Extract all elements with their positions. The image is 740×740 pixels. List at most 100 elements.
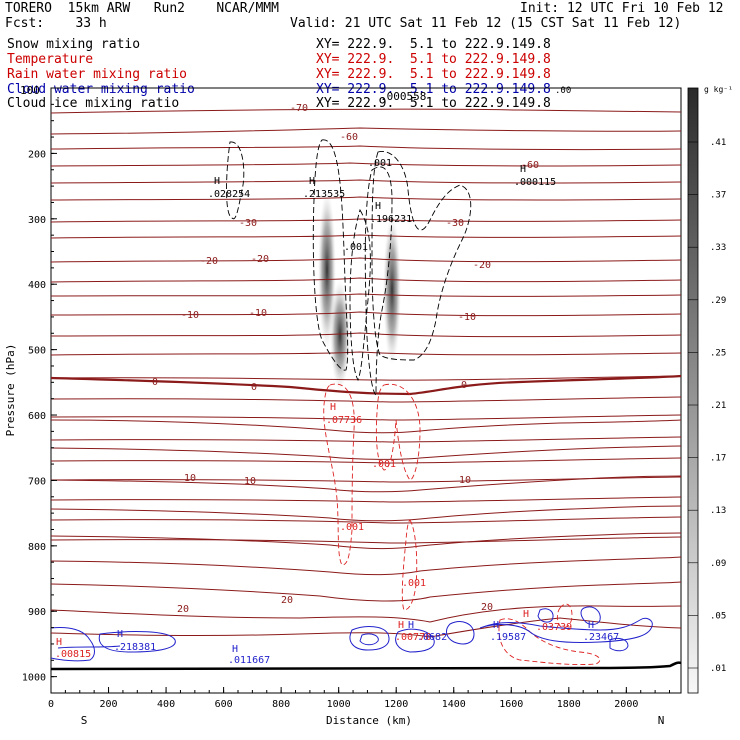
isotherm: [50, 419, 682, 434]
x-tick-label: 600: [215, 699, 233, 710]
y-tick-label: 500: [28, 346, 46, 357]
isotherm: [50, 311, 682, 317]
temperature-labels: -70 -60 -60 -30 -30 -20 -20 -20 -10 -10 …: [152, 103, 539, 615]
snow-max-value: .213535: [303, 189, 345, 200]
model-title: TORERO 15km ARW Run2 NCAR/MMM: [5, 1, 279, 16]
colorbar-tick-label: .29: [710, 296, 726, 306]
temp-label: -10: [249, 308, 267, 319]
ice-contour: [226, 141, 245, 220]
temp-label: 0: [152, 377, 158, 388]
cw-max-h: H: [56, 637, 62, 648]
temp-label: -30: [446, 218, 464, 229]
snow-max-value: .000115: [514, 177, 556, 188]
colorbar: [687, 87, 699, 694]
y-tick-label: 800: [28, 542, 46, 553]
colorbar-tick-label: .33: [710, 243, 726, 253]
temp-label: -70: [290, 103, 308, 114]
colorbar-tick-label: .21: [710, 401, 726, 411]
terrain-line: [50, 661, 682, 671]
isotherm: [50, 436, 682, 443]
temp-label: -30: [239, 218, 257, 229]
colorbar-tick-label: .41: [710, 138, 726, 148]
isotherm: [50, 581, 682, 602]
y-tick-label: 600: [28, 411, 46, 422]
y-tick-label: 400: [28, 280, 46, 291]
isotherm: [50, 293, 682, 297]
field-temperature-name: Temperature: [7, 52, 94, 67]
snow-max-value: .028254: [208, 189, 250, 200]
snow-shading: [318, 190, 401, 390]
ice-contour: [371, 151, 472, 361]
colorbar-tick-label: .13: [710, 506, 726, 516]
y-tick-label: 200: [28, 149, 46, 160]
colorbar-tick-label: .25: [710, 348, 726, 358]
rain-contour: [375, 383, 421, 481]
rain-contour: [498, 618, 601, 665]
colorbar-tick-label: .05: [710, 611, 726, 621]
isotherm: [50, 496, 682, 503]
cw-max-h: H: [588, 620, 594, 631]
temp-label: 20: [481, 602, 493, 613]
snow-max-h: H: [214, 176, 220, 187]
cw-max-h: H: [232, 644, 238, 655]
isotherm: [50, 617, 682, 638]
rain-maxima: H .07736 H .00776 H .03739 .001 .001 .00…: [326, 402, 572, 643]
x-tick-label: 1400: [442, 699, 466, 710]
cw-max-value: .23467: [583, 632, 619, 643]
cloudwater-maxima: H .00815 H .218381 H .011667 H .0682 H .…: [55, 620, 619, 666]
snow-column-3: [383, 215, 401, 365]
field-rain-name: Rain water mixing ratio: [7, 67, 188, 82]
colorbar-tick-label: .09: [710, 559, 726, 569]
x-tick-label: 1200: [384, 699, 408, 710]
colorbar-tick-label: .17: [710, 454, 726, 464]
temp-label: -10: [458, 312, 476, 323]
colorbar-tick-label: .01: [710, 664, 726, 674]
cloudwater-contours: [50, 606, 653, 662]
cw-max-h: H: [493, 620, 499, 631]
y-axis: 200 300 400 500 600 700 800 900 1000: [22, 103, 57, 694]
cloudwater-contour: [395, 628, 435, 653]
cloudwater-contour: [479, 617, 653, 643]
forecast-hour: Fcst: 33 h: [5, 16, 107, 31]
init-time: Init: 12 UTC Fri 10 Feb 12: [520, 1, 724, 16]
x-axis-label: Distance (km): [326, 714, 412, 727]
temp-label: 20: [281, 595, 293, 606]
cloudwater-contour: [609, 637, 629, 652]
temp-label: 10: [244, 476, 256, 487]
isotherm: [50, 475, 682, 493]
field-rain-xy: XY= 222.9. 5.1 to 222.9.149.8: [316, 67, 551, 82]
x-tick-label: 800: [272, 699, 290, 710]
cw-max-h: H: [408, 620, 414, 631]
cloudwater-contour: [50, 627, 95, 662]
ice-contour: [312, 139, 349, 371]
y-tick-label: 700: [28, 476, 46, 487]
field-cloudwater-xy: XY= 222.9. 5.1 to 222.9.149.8: [316, 82, 551, 97]
isotherm: [50, 532, 682, 549]
temp-label: 0: [251, 382, 257, 393]
rain-max-h: H: [330, 402, 336, 413]
x-tick-label: 1800: [557, 699, 581, 710]
colorbar-tick-label: .37: [710, 191, 726, 201]
y-axis-label: Pressure (hPa): [4, 344, 17, 437]
isotherm: [50, 516, 682, 524]
cw-max-value: .218381: [114, 642, 156, 653]
cloudwater-contour: [359, 633, 379, 646]
isotherm: [50, 536, 682, 544]
colorbar-unit: g kg⁻¹: [704, 85, 733, 94]
isotherm: [50, 179, 682, 184]
field-snow-name: Snow mixing ratio: [7, 37, 141, 52]
x-tick-label: 2000: [614, 699, 638, 710]
y-tick-label: 300: [28, 215, 46, 226]
cloudwater-contour: [349, 626, 390, 651]
isotherm: [50, 145, 682, 151]
snow-max-h: H: [520, 164, 526, 175]
snow-maxima: H .028254 H .213535 H .196231 H .000115 …: [208, 158, 556, 253]
snow-max-value: .196231: [370, 214, 412, 225]
isotherm: [50, 445, 682, 460]
cw-max-h: H: [117, 629, 123, 640]
snow-max-h: H: [375, 201, 381, 212]
temp-label: -60: [521, 160, 539, 171]
isotherm: [50, 108, 682, 114]
isotherm: [50, 556, 682, 576]
